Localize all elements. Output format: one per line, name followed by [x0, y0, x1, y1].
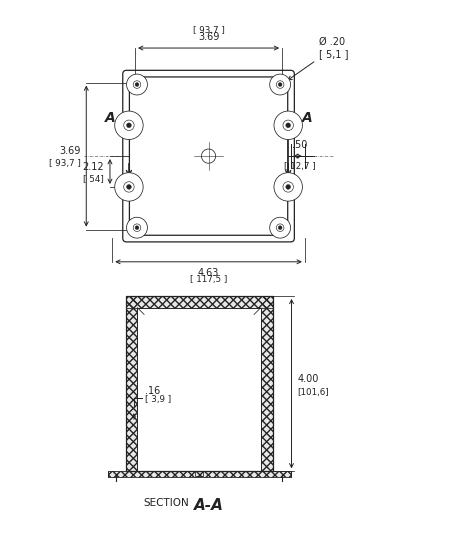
Text: A: A: [302, 111, 312, 125]
Circle shape: [127, 74, 147, 95]
Circle shape: [274, 173, 302, 201]
Text: [ 3,9 ]: [ 3,9 ]: [145, 395, 171, 403]
Circle shape: [274, 111, 302, 140]
Circle shape: [124, 182, 134, 192]
Bar: [126, 296, 273, 471]
Bar: [126, 296, 273, 308]
Circle shape: [276, 224, 284, 232]
Circle shape: [278, 82, 282, 87]
Bar: [261, 296, 273, 471]
FancyBboxPatch shape: [123, 70, 294, 242]
Circle shape: [276, 81, 284, 88]
Circle shape: [124, 120, 134, 131]
Text: 4.63: 4.63: [198, 268, 219, 278]
Text: [101,6]: [101,6]: [298, 388, 329, 396]
Circle shape: [283, 120, 293, 131]
Text: A: A: [105, 111, 115, 125]
Text: 3.69: 3.69: [59, 147, 81, 156]
Circle shape: [133, 81, 141, 88]
Bar: [108, 471, 291, 477]
Circle shape: [270, 217, 291, 238]
Circle shape: [283, 182, 293, 192]
Circle shape: [133, 224, 141, 232]
Circle shape: [201, 149, 216, 163]
Circle shape: [115, 111, 143, 140]
FancyBboxPatch shape: [129, 77, 288, 235]
Text: Ø .20
[ 5,1 ]: Ø .20 [ 5,1 ]: [288, 37, 348, 80]
Text: [ 117,5 ]: [ 117,5 ]: [190, 274, 227, 284]
Circle shape: [135, 82, 139, 87]
Circle shape: [127, 217, 147, 238]
Circle shape: [127, 123, 131, 128]
Text: .50: .50: [292, 140, 308, 150]
Bar: [261, 296, 273, 471]
Bar: [126, 296, 137, 471]
Bar: [126, 296, 273, 308]
Circle shape: [286, 123, 291, 128]
Text: A-A: A-A: [194, 498, 224, 514]
Text: .16: .16: [145, 386, 160, 395]
Text: SECTION: SECTION: [144, 498, 190, 508]
Circle shape: [127, 185, 131, 189]
Text: [ 93,7 ]: [ 93,7 ]: [192, 26, 225, 35]
Text: [ 54]: [ 54]: [83, 174, 104, 183]
Text: [ 12,7 ]: [ 12,7 ]: [284, 162, 316, 171]
Circle shape: [135, 226, 139, 230]
Bar: [126, 296, 137, 471]
Circle shape: [270, 74, 291, 95]
Circle shape: [115, 173, 143, 201]
Text: 4.00: 4.00: [298, 374, 319, 384]
Circle shape: [286, 185, 291, 189]
Circle shape: [278, 226, 282, 230]
Text: 2.12: 2.12: [82, 162, 104, 172]
Bar: [108, 471, 291, 477]
Text: 3.69: 3.69: [198, 32, 219, 42]
Text: [ 93,7 ]: [ 93,7 ]: [49, 159, 81, 167]
